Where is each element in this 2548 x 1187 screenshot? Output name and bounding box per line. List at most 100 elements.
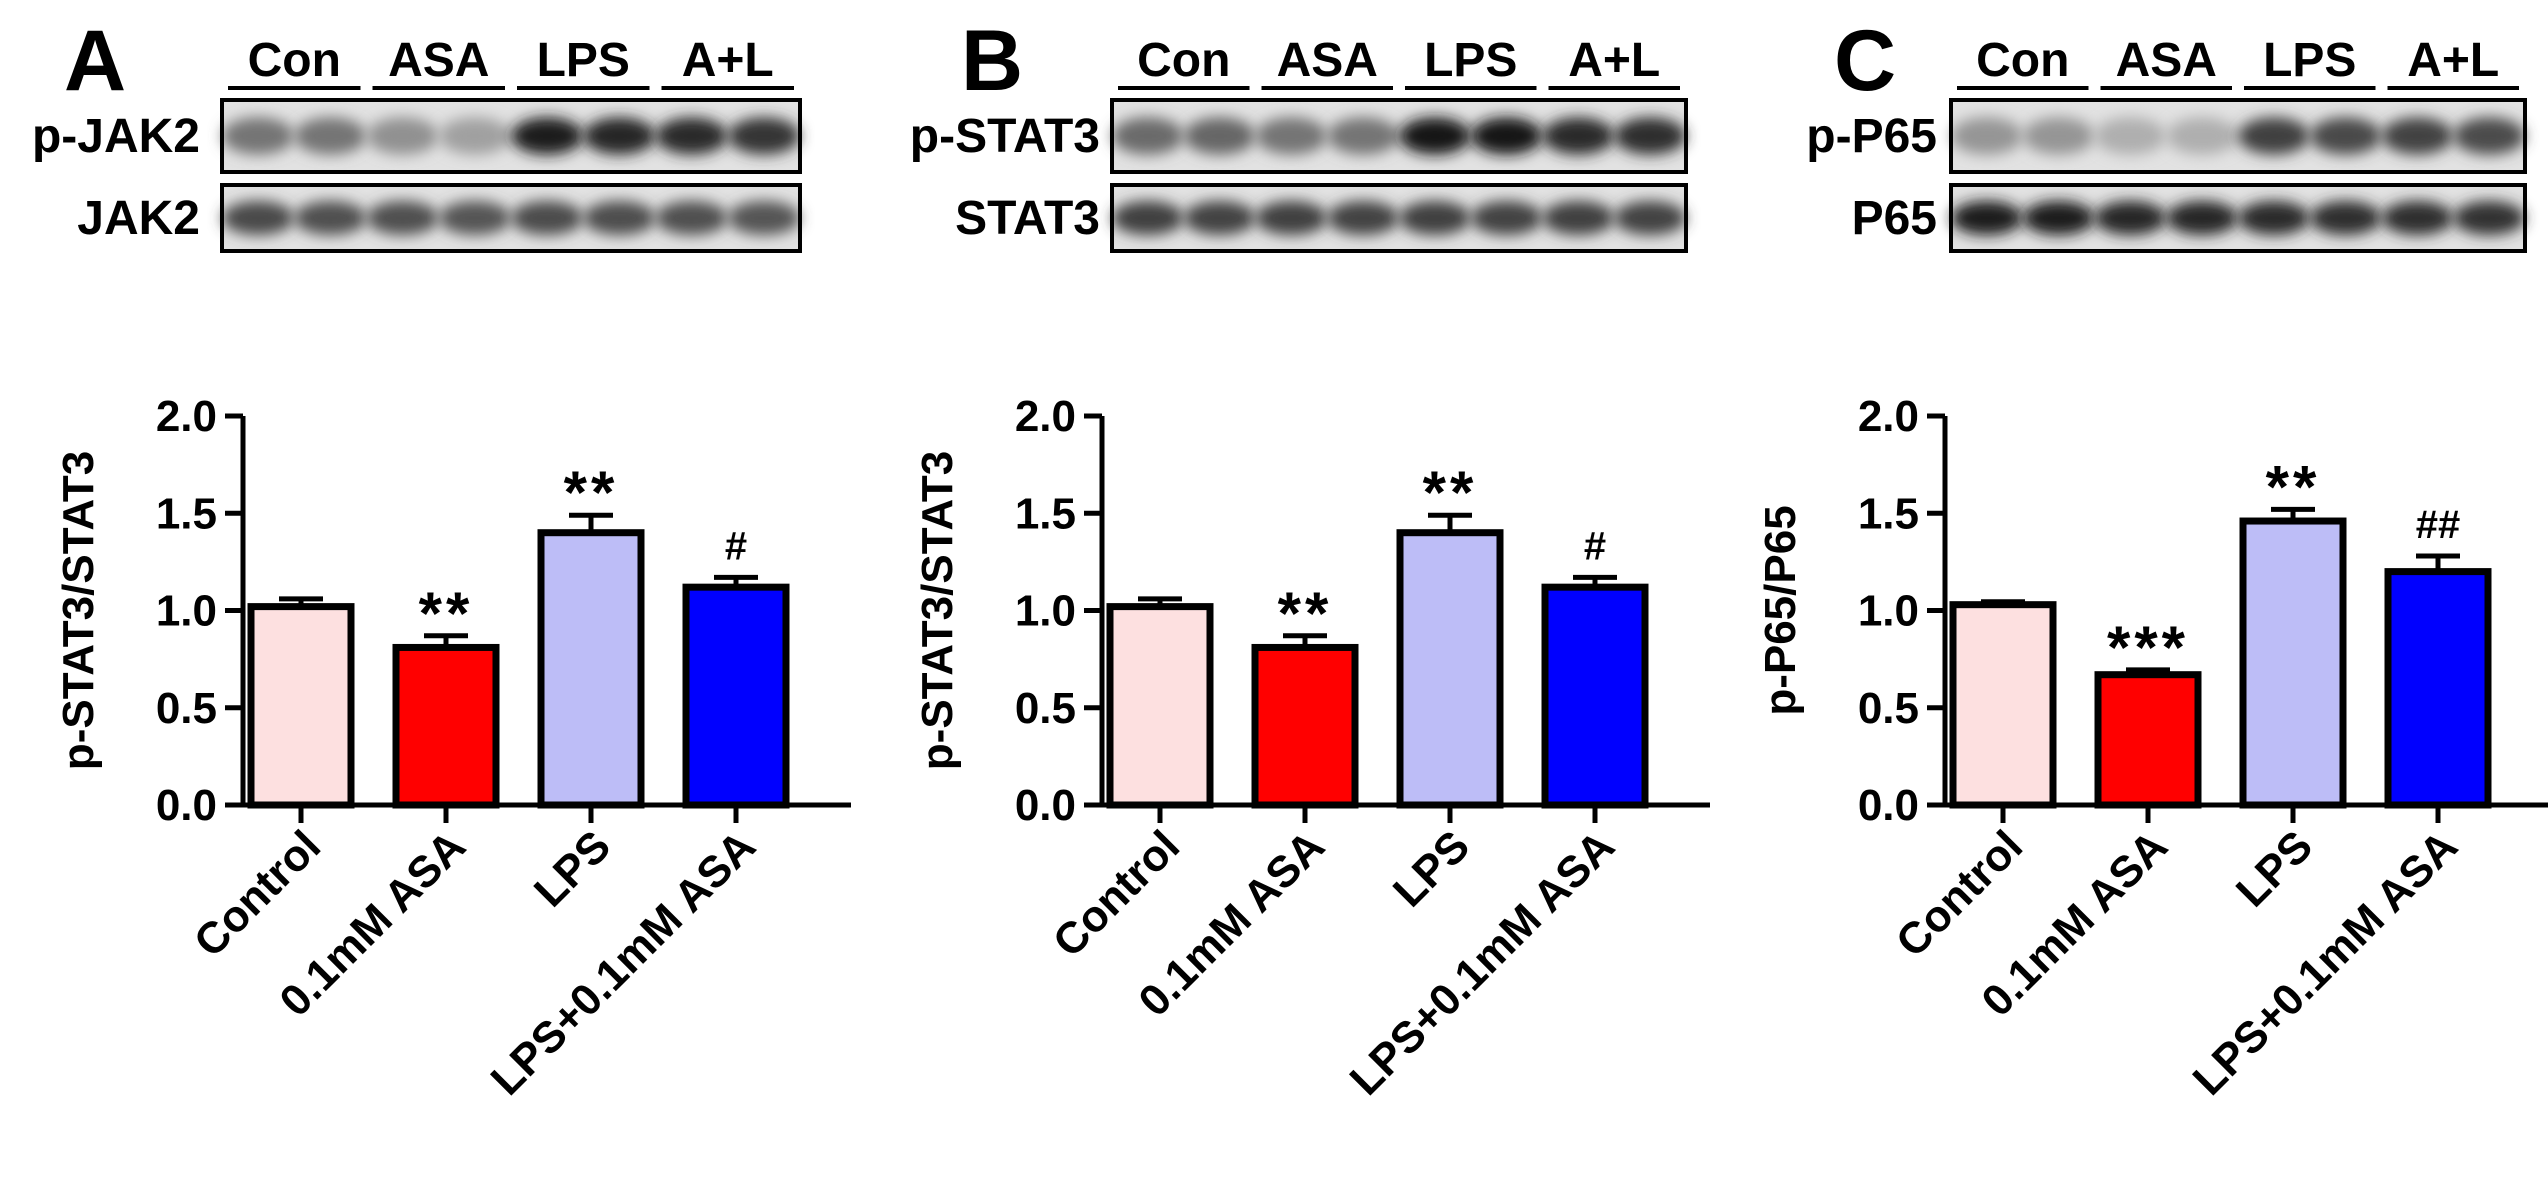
blot-row-label: p-P65 (1806, 110, 1937, 163)
bar (2094, 671, 2202, 809)
blot-band (2453, 200, 2525, 236)
blot-band (1399, 117, 1471, 155)
y-axis-label: p-STAT3/STAT3 (54, 451, 103, 770)
significance-marker: ** (1278, 580, 1333, 647)
y-axis-label: p-P65/P65 (1756, 505, 1805, 715)
western-blot: Con ASA LPS A+L p-P65 P65 (1806, 34, 2527, 253)
significance-marker: # (1584, 524, 1606, 568)
blot-strip (1110, 98, 1688, 174)
blot-row-label: P65 (1852, 192, 1937, 245)
blot-strip (1949, 183, 2527, 253)
blot-group-label: LPS (2263, 34, 2356, 87)
blot-band (583, 117, 656, 155)
significance-marker: ## (2416, 503, 2461, 547)
panel-a: A Con ASA LPS A+L p-JAK2 JAK2 0.0 0.5 1.0 1.5 2.0 p-… (32, 13, 851, 1105)
y-tick-label: 1.5 (1015, 489, 1076, 538)
significance-marker: *** (2107, 614, 2189, 681)
bar (1251, 643, 1359, 809)
panel-b: B Con ASA LPS A+L p-STAT3 STAT3 0.0 0.5 1.0 1.5 2.0… (910, 13, 1710, 1105)
blot-strip (1949, 98, 2527, 174)
blot-group-label: LPS (1424, 34, 1517, 87)
western-blot: Con ASA LPS A+L p-STAT3 STAT3 (910, 34, 1688, 253)
blot-band (1183, 117, 1256, 155)
significance-marker: ** (2266, 453, 2321, 520)
bar (2384, 568, 2492, 809)
blot-band (294, 117, 367, 155)
bar (247, 603, 355, 809)
blot-band (2453, 117, 2525, 155)
blot-group-label: ASA (2116, 34, 2217, 87)
blot-band (1183, 200, 1256, 236)
panel-letter: C (1834, 13, 1896, 109)
y-tick-label: 0.5 (1015, 684, 1076, 733)
y-tick-label: 1.0 (1015, 587, 1076, 636)
blot-band (1255, 117, 1328, 155)
blot-group-label: ASA (388, 34, 489, 87)
blot-strip-border (1949, 183, 2527, 253)
blot-band (655, 117, 728, 155)
significance-marker: ** (1423, 459, 1478, 526)
blot-band (727, 117, 800, 155)
x-tick-label: LPS (525, 821, 620, 916)
y-tick-label: 1.0 (156, 587, 217, 636)
blot-band (1470, 117, 1543, 155)
blot-row-label: p-JAK2 (32, 110, 200, 163)
blot-group-label: A+L (1568, 34, 1660, 87)
y-tick-label: 0.0 (1015, 781, 1076, 830)
significance-marker: ** (564, 459, 619, 526)
blot-band (366, 117, 439, 155)
blot-band (1951, 117, 2023, 155)
blot-band (1542, 200, 1615, 236)
x-tick-label: Control (1044, 821, 1189, 966)
blot-band (2381, 117, 2454, 155)
blot-group-label: A+L (682, 34, 774, 87)
bar (1541, 583, 1649, 809)
blot-group-label: LPS (537, 34, 630, 87)
blot-band (366, 200, 439, 236)
blot-band (2309, 200, 2382, 236)
blot-band (222, 117, 295, 155)
bar (392, 643, 500, 809)
blot-band (511, 200, 584, 236)
panel-letter: B (961, 13, 1023, 109)
blot-band (2022, 200, 2095, 236)
blot-band (1470, 200, 1543, 236)
blot-band (2094, 117, 2167, 155)
blot-band (655, 200, 728, 236)
y-tick-label: 0.5 (1858, 684, 1919, 733)
x-tick-label: LPS+0.1mM ASA (2184, 821, 2467, 1104)
blot-row-label: JAK2 (77, 192, 200, 245)
bar-chart: 0.00.51.01.52.0p-STAT3/STAT3Control0.1mM… (913, 392, 1710, 1105)
x-tick-label: LPS (1384, 821, 1479, 916)
y-axis-label: p-STAT3/STAT3 (913, 451, 962, 770)
x-tick-label: Control (1887, 821, 2032, 966)
western-blot: Con ASA LPS A+L p-JAK2 JAK2 (32, 34, 802, 253)
y-tick-label: 2.0 (156, 392, 217, 441)
blot-band (2309, 117, 2382, 155)
panel-letter: A (64, 13, 126, 109)
blot-band (1951, 200, 2023, 236)
blot-band (1112, 117, 1184, 155)
blot-band (1399, 200, 1471, 236)
blot-band (511, 117, 584, 155)
blot-band (222, 200, 295, 236)
y-tick-label: 0.0 (156, 781, 217, 830)
blot-band (438, 117, 511, 155)
blot-band (2238, 200, 2310, 236)
blot-band (294, 200, 367, 236)
blot-strip-border (220, 98, 802, 174)
blot-group-label: A+L (2407, 34, 2499, 87)
x-tick-label: LPS (2227, 821, 2322, 916)
blot-band (1327, 200, 1399, 236)
blot-band (1112, 200, 1184, 236)
bar-chart: 0.00.51.01.52.0p-STAT3/STAT3Control0.1mM… (54, 392, 851, 1105)
blot-band (2022, 117, 2095, 155)
y-tick-label: 0.0 (1858, 781, 1919, 830)
blot-band (1614, 200, 1686, 236)
bar (682, 583, 790, 809)
bar (2239, 517, 2347, 809)
significance-marker: ** (419, 580, 474, 647)
blot-band (1255, 200, 1328, 236)
panel-c: C Con ASA LPS A+L p-P65 P65 0.0 0.5 1.0 1.5 2.0 p-P6… (1756, 13, 2548, 1105)
